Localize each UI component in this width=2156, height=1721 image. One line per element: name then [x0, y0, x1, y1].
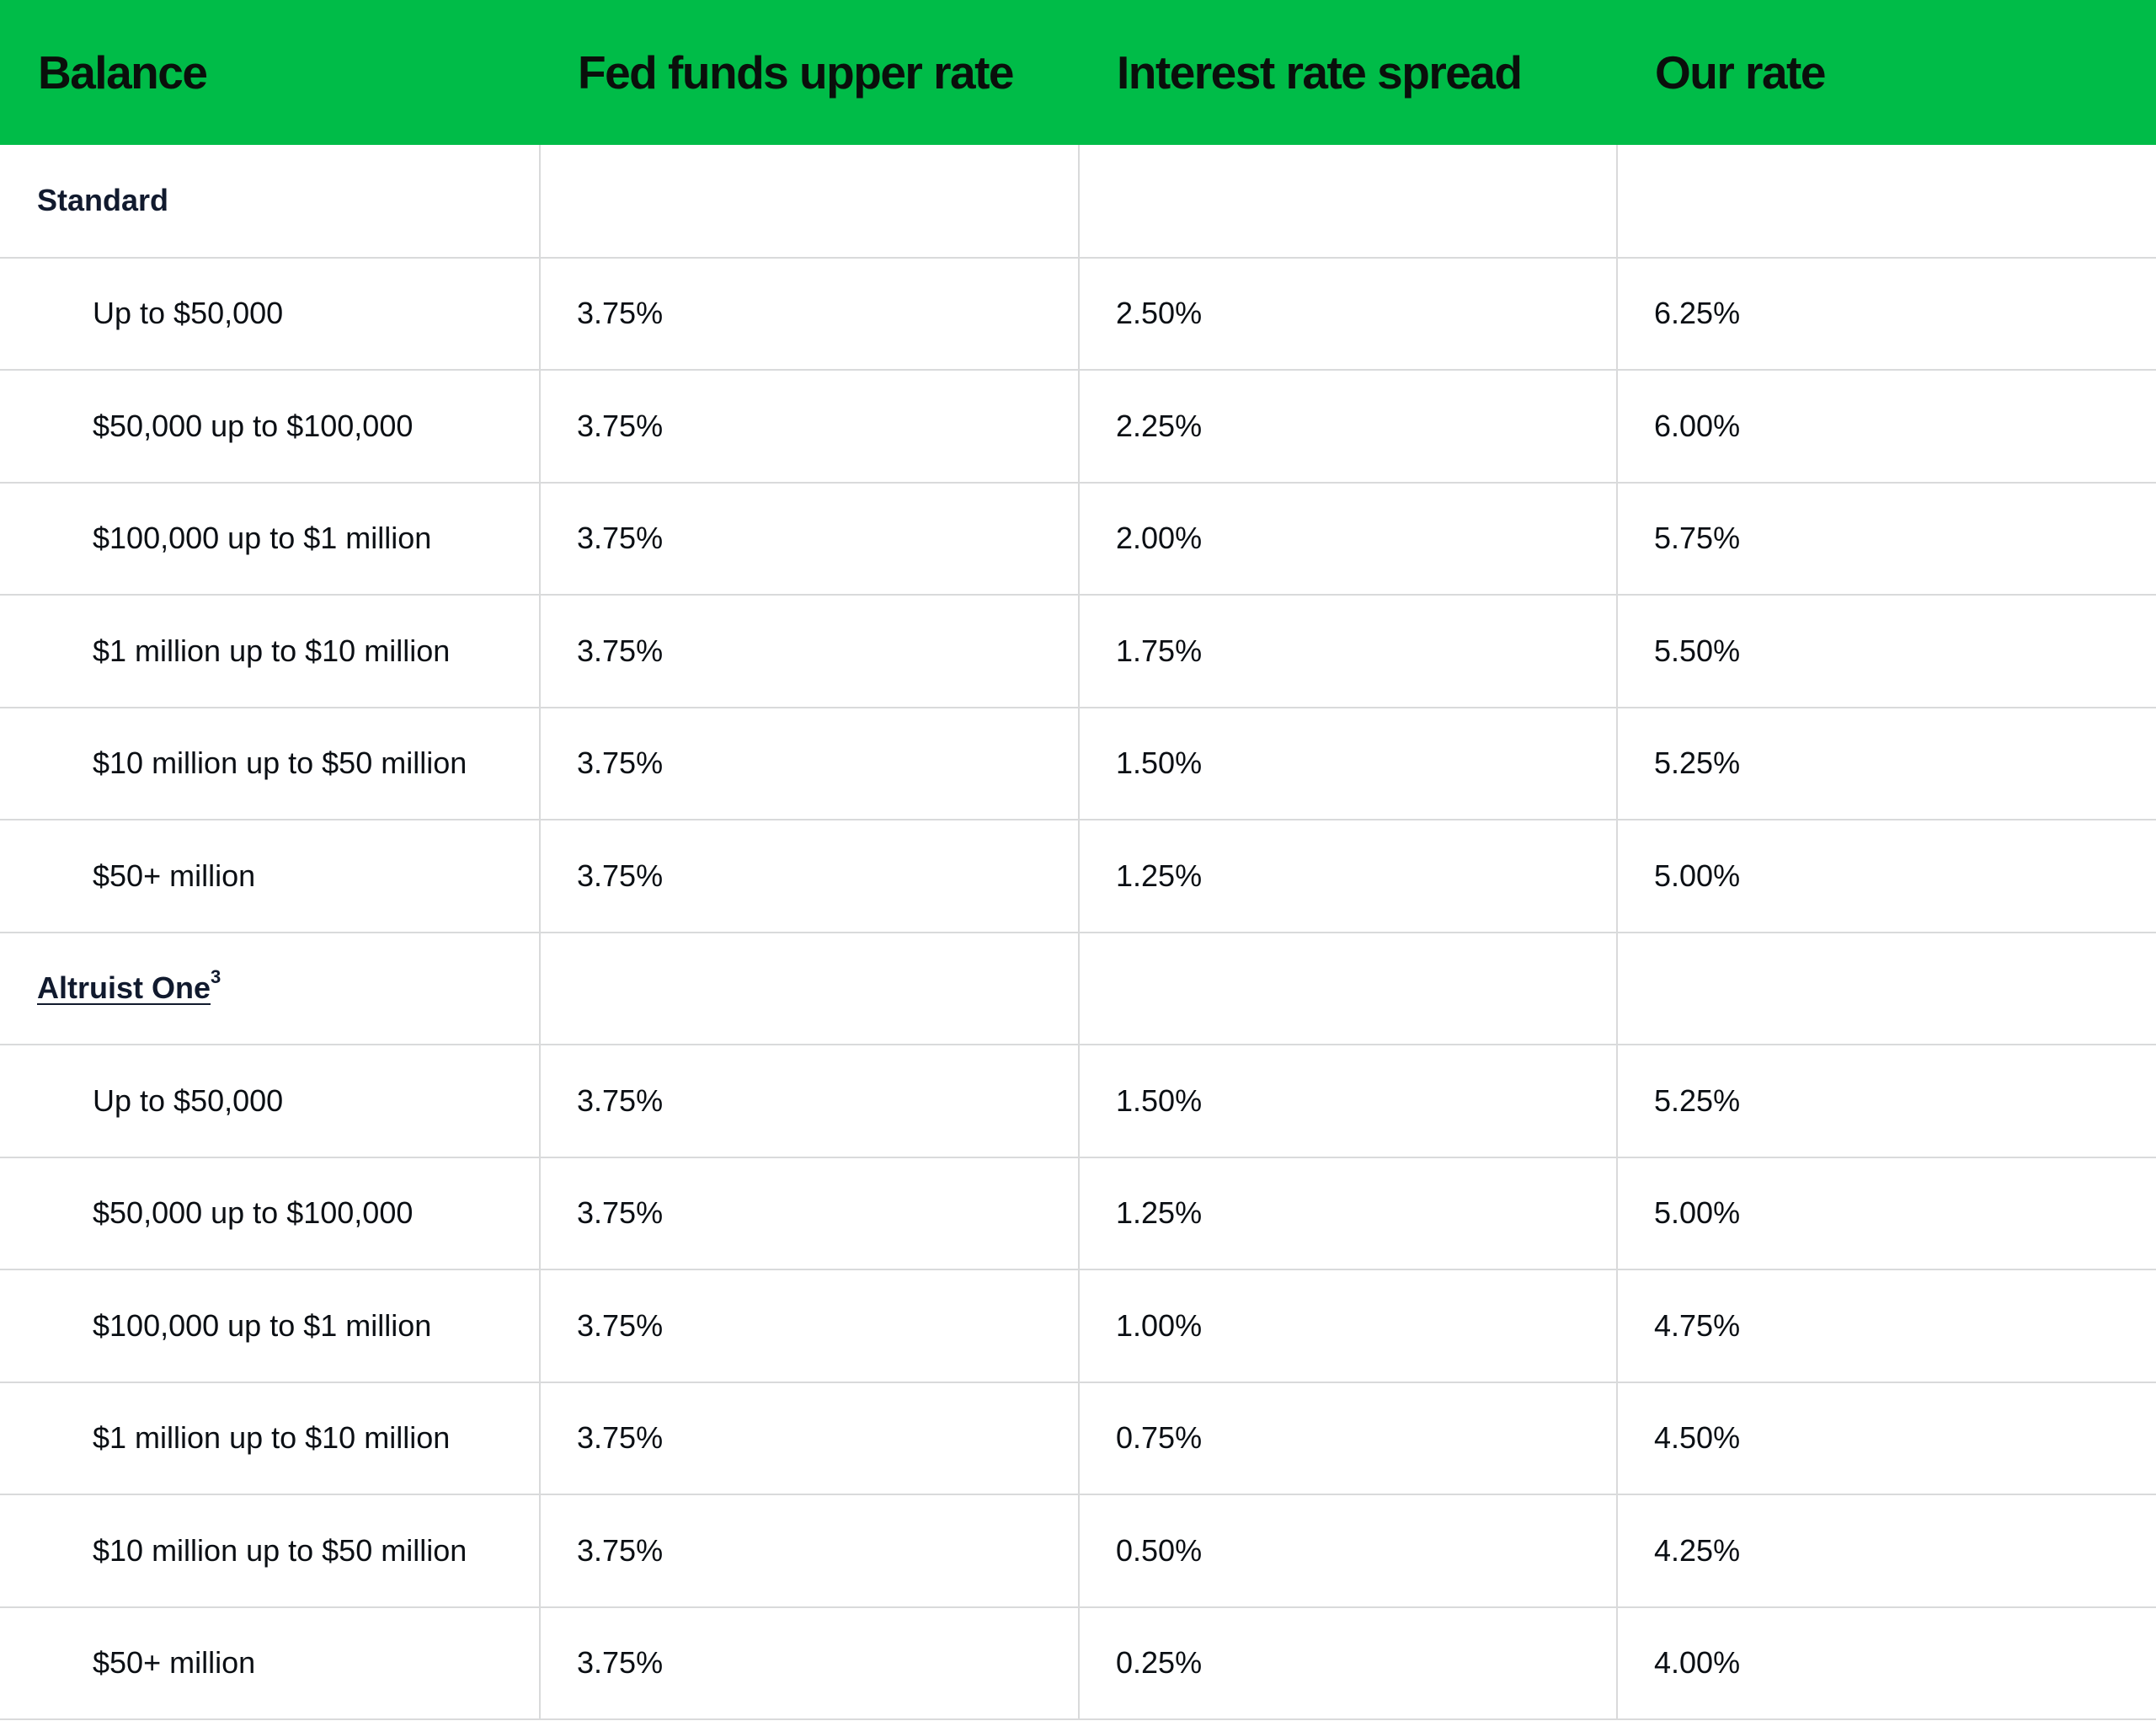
table-row: $50+ million 3.75% 1.25% 5.00% — [0, 820, 2156, 933]
spread-cell: 2.50% — [1078, 257, 1617, 370]
fed-rate-cell: 3.75% — [539, 820, 1079, 933]
header-interest-rate-spread: Interest rate spread — [1117, 46, 1523, 99]
our-rate-cell: 5.00% — [1616, 1157, 2156, 1269]
balance-cell: $10 million up to $50 million — [93, 1532, 467, 1568]
balance-cell: $50+ million — [93, 858, 256, 893]
header-row: Balance Fed funds upper rate Interest ra… — [0, 0, 2156, 145]
table-row: $1 million up to $10 million 3.75% 1.75%… — [0, 595, 2156, 708]
spread-cell: 1.50% — [1078, 707, 1617, 820]
balance-cell: Up to $50,000 — [93, 1082, 284, 1118]
table-row: $10 million up to $50 million 3.75% 1.50… — [0, 707, 2156, 820]
spread-cell: 1.50% — [1078, 1045, 1617, 1157]
header-balance: Balance — [38, 46, 208, 99]
group-label-altruist-one: Altruist One3 — [0, 933, 540, 1045]
fed-rate-cell: 3.75% — [539, 1157, 1079, 1269]
our-rate-cell: 4.75% — [1616, 1269, 2156, 1382]
group-row-altruist-one: Altruist One3 — [0, 932, 2156, 1045]
our-rate-cell: 4.00% — [1616, 1606, 2156, 1719]
spread-cell: 0.75% — [1078, 1382, 1617, 1494]
header-fed-funds-upper-rate: Fed funds upper rate — [578, 46, 1015, 99]
fed-rate-cell: 3.75% — [539, 1045, 1079, 1157]
balance-cell: $100,000 up to $1 million — [93, 521, 432, 556]
table-row: $100,000 up to $1 million 3.75% 1.00% 4.… — [0, 1269, 2156, 1382]
our-rate-cell: 6.25% — [1616, 257, 2156, 370]
table-header: Balance Fed funds upper rate Interest ra… — [0, 0, 2156, 145]
empty-cell — [1078, 932, 1617, 1045]
table-row: $100,000 up to $1 million 3.75% 2.00% 5.… — [0, 482, 2156, 595]
spread-cell: 1.25% — [1078, 820, 1617, 933]
our-rate-cell: 5.25% — [1616, 707, 2156, 820]
header-our-rate: Our rate — [1655, 46, 1826, 99]
table-row: $10 million up to $50 million 3.75% 0.50… — [0, 1494, 2156, 1607]
fed-rate-cell: 3.75% — [539, 257, 1079, 370]
fed-rate-cell: 3.75% — [539, 370, 1079, 483]
table-row: $50+ million 3.75% 0.25% 4.00% — [0, 1606, 2156, 1719]
fed-rate-cell: 3.75% — [539, 1606, 1079, 1719]
balance-cell: $1 million up to $10 million — [93, 1420, 451, 1456]
our-rate-cell: 5.75% — [1616, 482, 2156, 595]
table-row: $50,000 up to $100,000 3.75% 2.25% 6.00% — [0, 370, 2156, 483]
fed-rate-cell: 3.75% — [539, 1494, 1079, 1607]
our-rate-cell: 5.25% — [1616, 1045, 2156, 1157]
our-rate-cell: 5.50% — [1616, 595, 2156, 708]
balance-cell: $50,000 up to $100,000 — [93, 408, 414, 443]
empty-cell — [1616, 932, 2156, 1045]
table-row: Up to $50,000 3.75% 2.50% 6.25% — [0, 257, 2156, 370]
balance-cell: Up to $50,000 — [93, 296, 284, 331]
fed-rate-cell: 3.75% — [539, 482, 1079, 595]
spread-cell: 1.75% — [1078, 595, 1617, 708]
our-rate-cell: 4.50% — [1616, 1382, 2156, 1494]
spread-cell: 2.25% — [1078, 370, 1617, 483]
empty-cell — [539, 145, 1079, 258]
spread-cell: 1.00% — [1078, 1269, 1617, 1382]
empty-cell — [539, 932, 1079, 1045]
table-row: $50,000 up to $100,000 3.75% 1.25% 5.00% — [0, 1157, 2156, 1269]
balance-cell: $1 million up to $10 million — [93, 633, 451, 668]
empty-cell — [1616, 145, 2156, 258]
balance-cell: $50,000 up to $100,000 — [93, 1195, 414, 1231]
spread-cell: 0.50% — [1078, 1494, 1617, 1607]
our-rate-cell: 5.00% — [1616, 820, 2156, 933]
fed-rate-cell: 3.75% — [539, 707, 1079, 820]
table-body: Standard Up to $50,000 3.75% 2.50% 6.25%… — [0, 145, 2156, 1719]
balance-cell: $50+ million — [93, 1645, 256, 1681]
group-label-standard: Standard — [37, 183, 169, 218]
table-row: $1 million up to $10 million 3.75% 0.75%… — [0, 1382, 2156, 1494]
spread-cell: 2.00% — [1078, 482, 1617, 595]
table-row: Up to $50,000 3.75% 1.50% 5.25% — [0, 1045, 2156, 1157]
our-rate-cell: 6.00% — [1616, 370, 2156, 483]
altruist-one-link[interactable]: Altruist One — [37, 970, 211, 1006]
group-row-standard: Standard — [0, 145, 2156, 258]
balance-cell: $100,000 up to $1 million — [93, 1307, 432, 1343]
spread-cell: 1.25% — [1078, 1157, 1617, 1269]
spread-cell: 0.25% — [1078, 1606, 1617, 1719]
fed-rate-cell: 3.75% — [539, 1269, 1079, 1382]
fed-rate-cell: 3.75% — [539, 595, 1079, 708]
fed-rate-cell: 3.75% — [539, 1382, 1079, 1494]
empty-cell — [1078, 145, 1617, 258]
our-rate-cell: 4.25% — [1616, 1494, 2156, 1607]
footnote-marker[interactable]: 3 — [211, 966, 221, 988]
balance-cell: $10 million up to $50 million — [93, 746, 467, 781]
